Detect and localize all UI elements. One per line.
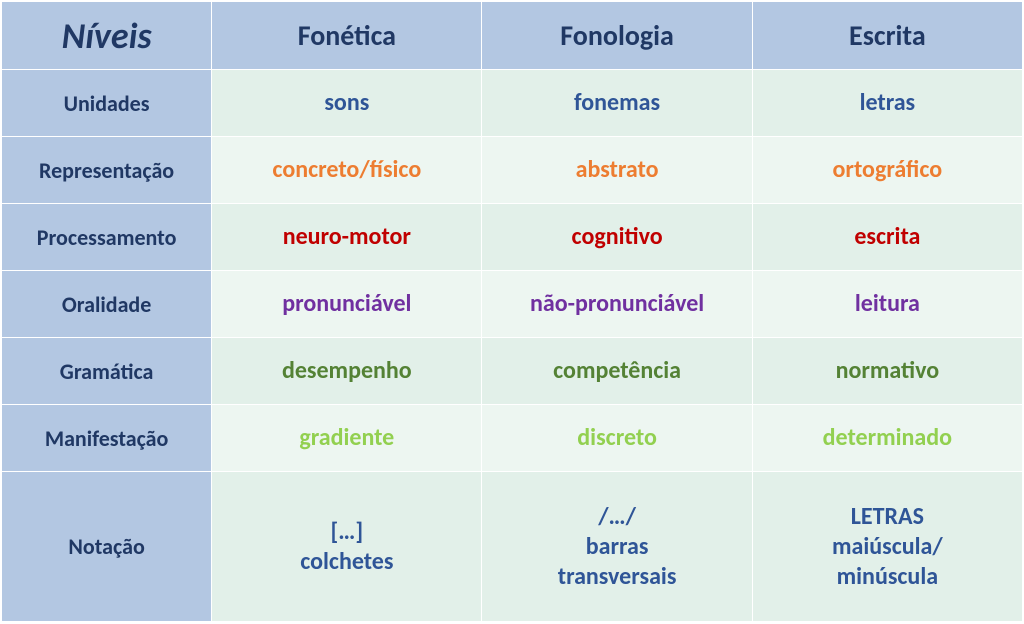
cell-unidades-escrita: letras xyxy=(752,70,1022,137)
row-notacao: Notação […]colchetes /…/barrastransversa… xyxy=(2,472,1023,622)
cell-processamento-escrita: escrita xyxy=(752,204,1022,271)
row-label: Representação xyxy=(2,137,212,204)
row-oralidade: Oralidade pronunciável não-pronunciável … xyxy=(2,271,1023,338)
column-header-fonologia: Fonologia xyxy=(482,2,752,70)
cell-gramatica-escrita: normativo xyxy=(752,338,1022,405)
cell-representacao-fonologia: abstrato xyxy=(482,137,752,204)
row-processamento: Processamento neuro-motor cognitivo escr… xyxy=(2,204,1023,271)
row-representacao: Representação concreto/físico abstrato o… xyxy=(2,137,1023,204)
cell-oralidade-fonetica: pronunciável xyxy=(212,271,482,338)
cell-representacao-fonetica: concreto/físico xyxy=(212,137,482,204)
row-label: Unidades xyxy=(2,70,212,137)
cell-representacao-escrita: ortográfico xyxy=(752,137,1022,204)
cell-manifestacao-fonologia: discreto xyxy=(482,405,752,472)
row-label: Processamento xyxy=(2,204,212,271)
row-label: Manifestação xyxy=(2,405,212,472)
row-label: Oralidade xyxy=(2,271,212,338)
cell-oralidade-escrita: leitura xyxy=(752,271,1022,338)
corner-header: Níveis xyxy=(2,2,212,70)
cell-processamento-fonetica: neuro-motor xyxy=(212,204,482,271)
cell-notacao-escrita: LETRASmaiúscula/minúscula xyxy=(752,472,1022,622)
column-header-escrita: Escrita xyxy=(752,2,1022,70)
row-label: Notação xyxy=(2,472,212,622)
row-gramatica: Gramática desempenho competência normati… xyxy=(2,338,1023,405)
linguistics-levels-table: Níveis Fonética Fonologia Escrita Unidad… xyxy=(1,1,1023,622)
table-header-row: Níveis Fonética Fonologia Escrita xyxy=(2,2,1023,70)
column-header-fonetica: Fonética xyxy=(212,2,482,70)
cell-unidades-fonologia: fonemas xyxy=(482,70,752,137)
cell-notacao-fonetica: […]colchetes xyxy=(212,472,482,622)
row-manifestacao: Manifestação gradiente discreto determin… xyxy=(2,405,1023,472)
cell-manifestacao-escrita: determinado xyxy=(752,405,1022,472)
cell-processamento-fonologia: cognitivo xyxy=(482,204,752,271)
row-label: Gramática xyxy=(2,338,212,405)
cell-notacao-fonologia: /…/barrastransversais xyxy=(482,472,752,622)
cell-manifestacao-fonetica: gradiente xyxy=(212,405,482,472)
cell-unidades-fonetica: sons xyxy=(212,70,482,137)
row-unidades: Unidades sons fonemas letras xyxy=(2,70,1023,137)
cell-oralidade-fonologia: não-pronunciável xyxy=(482,271,752,338)
cell-gramatica-fonologia: competência xyxy=(482,338,752,405)
cell-gramatica-fonetica: desempenho xyxy=(212,338,482,405)
